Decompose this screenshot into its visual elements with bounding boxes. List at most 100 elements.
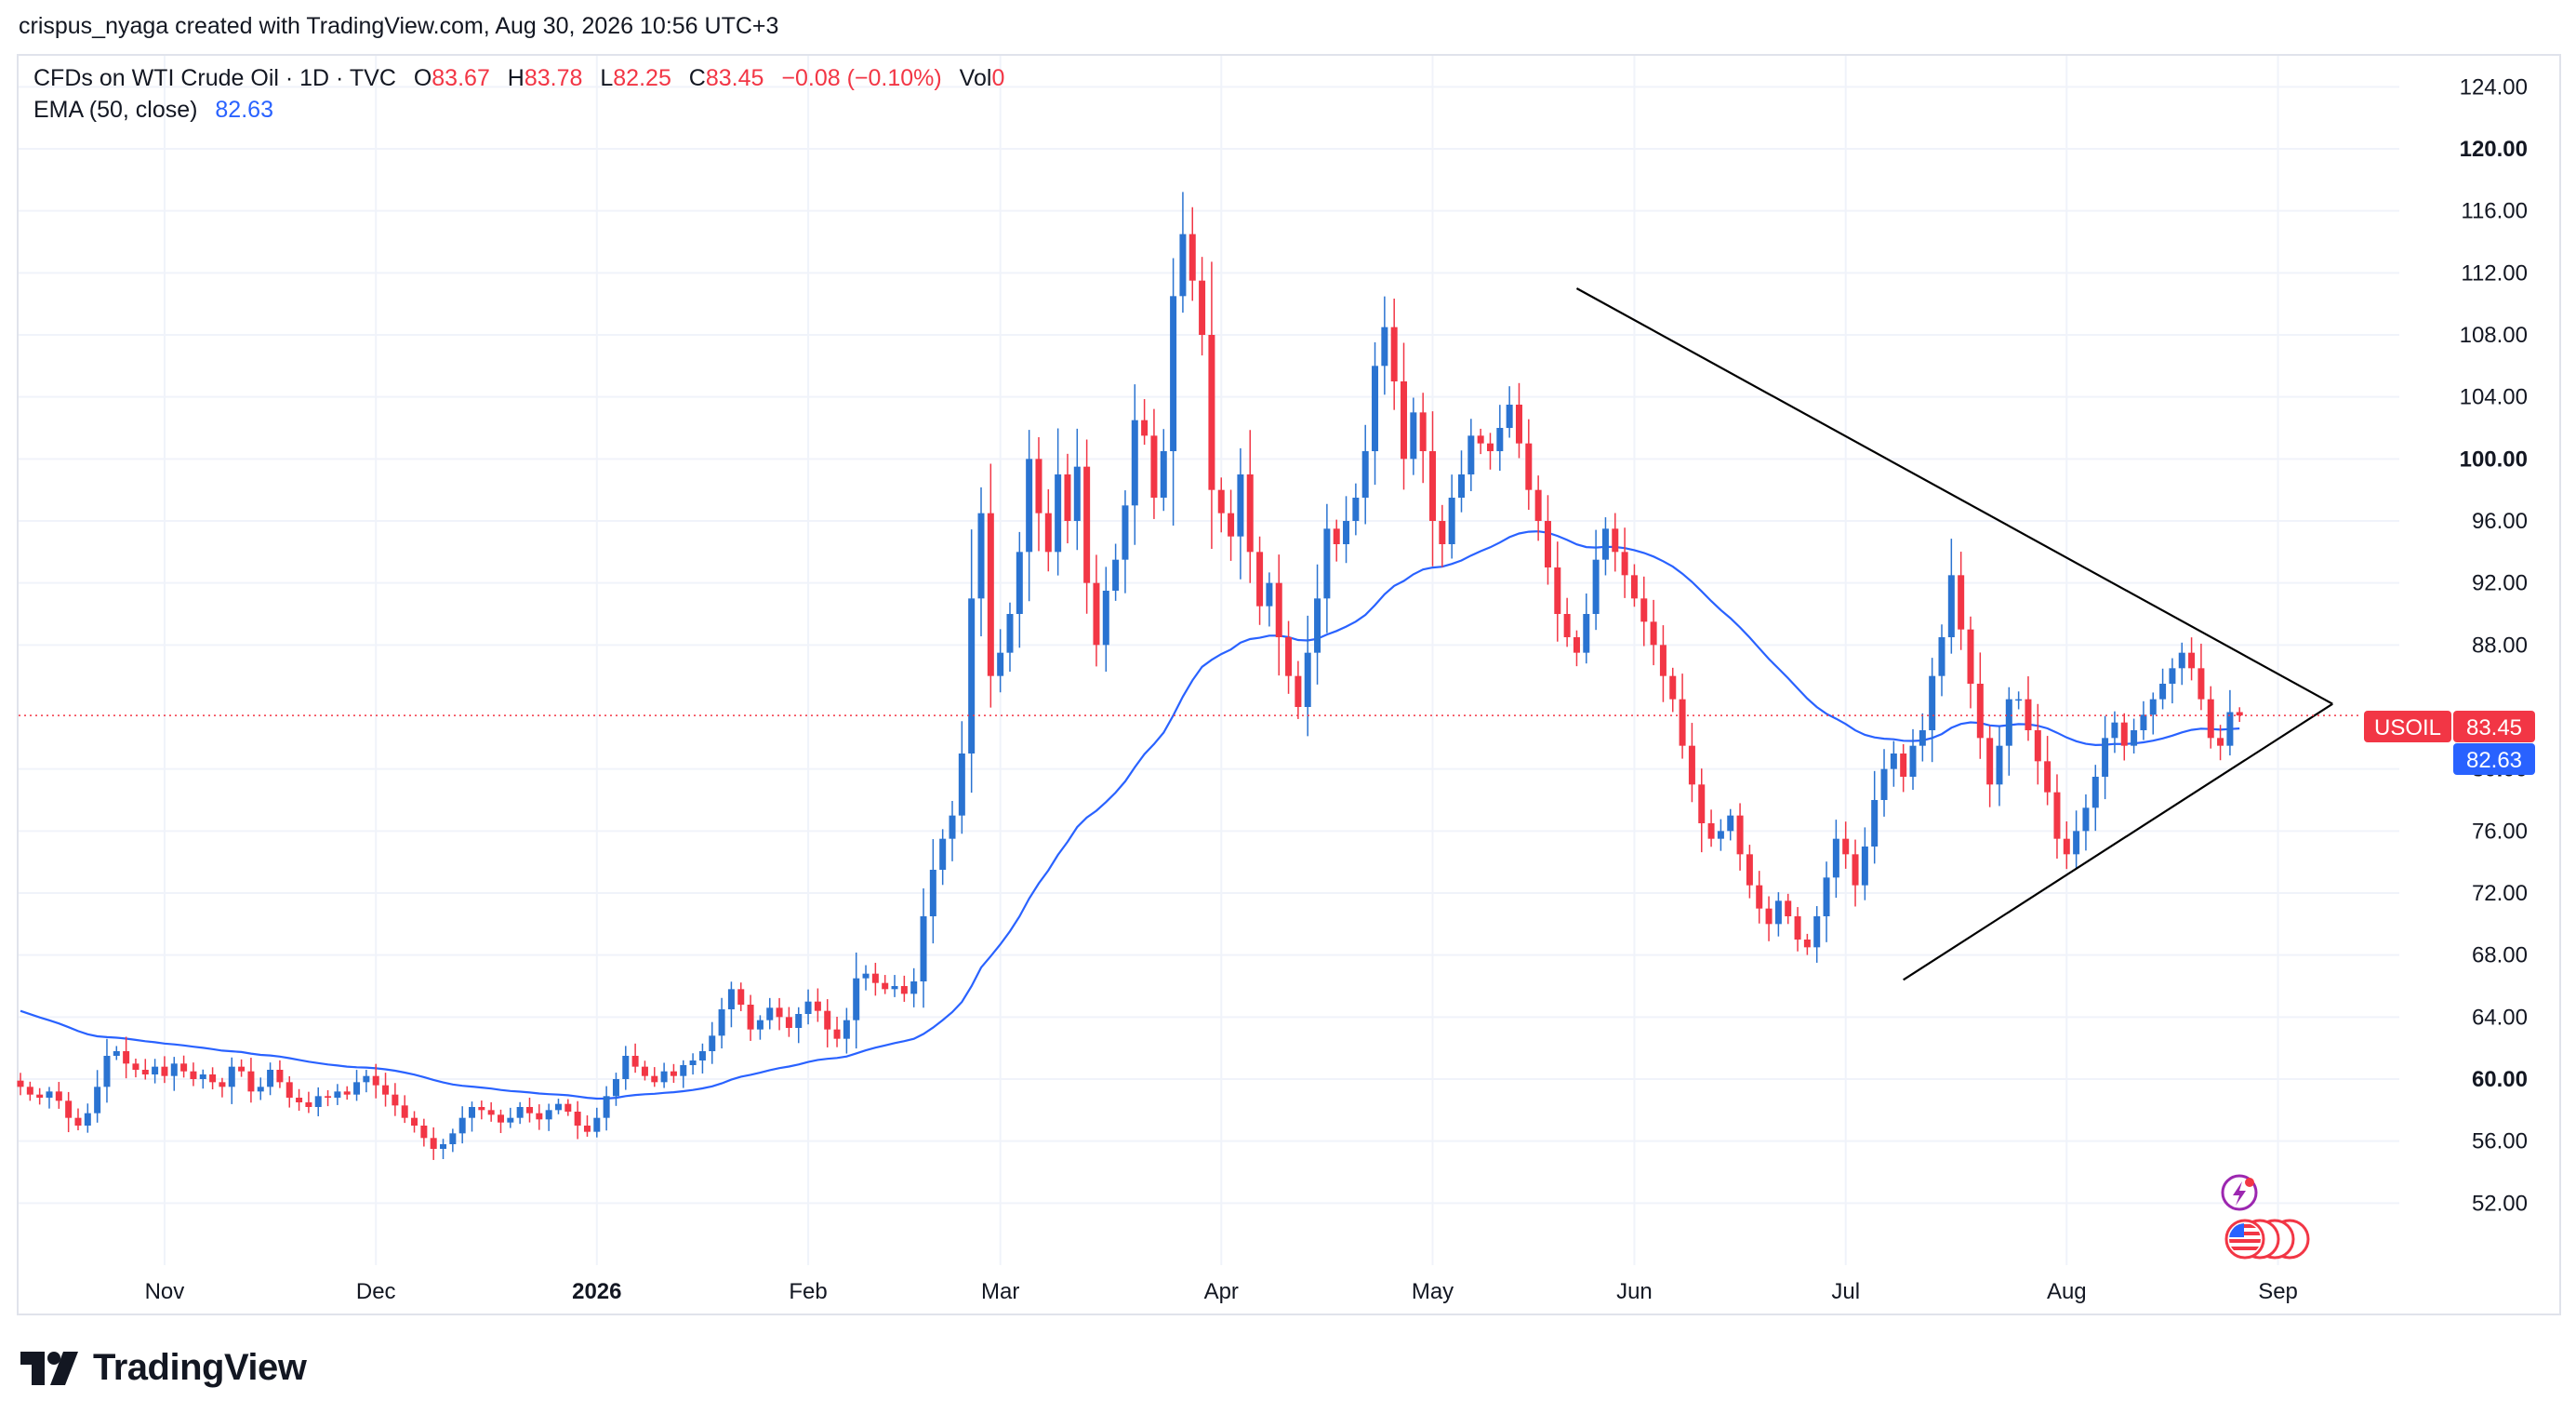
candle[interactable] <box>141 1059 149 1080</box>
candle[interactable] <box>1554 541 1561 642</box>
candle[interactable] <box>74 1108 82 1131</box>
candle[interactable] <box>1756 871 1763 924</box>
candle[interactable] <box>1688 723 1695 803</box>
candle[interactable] <box>1343 496 1350 564</box>
candle[interactable] <box>1102 567 1109 673</box>
candle[interactable] <box>1381 296 1388 395</box>
candle[interactable] <box>26 1081 33 1101</box>
lower-trendline[interactable] <box>1903 702 2333 981</box>
candle[interactable] <box>161 1056 168 1084</box>
candle[interactable] <box>1929 658 1936 763</box>
candle[interactable] <box>1515 382 1522 459</box>
candle[interactable] <box>900 975 908 1002</box>
candle[interactable] <box>853 952 860 1049</box>
candle[interactable] <box>267 1062 274 1096</box>
candle[interactable] <box>747 994 754 1041</box>
candle[interactable] <box>2226 689 2234 756</box>
candle[interactable] <box>1976 652 1984 759</box>
candle[interactable] <box>997 629 1004 693</box>
candle[interactable] <box>382 1073 390 1107</box>
candle[interactable] <box>1736 803 1744 871</box>
candle[interactable] <box>170 1057 178 1091</box>
candle[interactable] <box>1525 419 1533 511</box>
candle[interactable] <box>2005 687 2012 776</box>
candle[interactable] <box>1228 489 1235 561</box>
candle[interactable] <box>1506 386 1513 438</box>
candle[interactable] <box>103 1038 111 1103</box>
candle[interactable] <box>536 1104 543 1130</box>
candle[interactable] <box>314 1087 322 1116</box>
candle[interactable] <box>1016 531 1023 648</box>
candle[interactable] <box>2178 642 2185 686</box>
candle[interactable] <box>910 967 918 1007</box>
candle[interactable] <box>1813 906 1821 963</box>
candle[interactable] <box>631 1043 639 1074</box>
candle[interactable] <box>1832 820 1839 899</box>
candle[interactable] <box>1727 808 1734 841</box>
candle[interactable] <box>1785 893 1792 925</box>
candle[interactable] <box>2207 686 2214 749</box>
candle[interactable] <box>1919 713 1926 762</box>
candle[interactable] <box>1439 504 1446 567</box>
candle[interactable] <box>1429 411 1437 567</box>
us-flag-icon[interactable] <box>2224 1219 2310 1260</box>
candle[interactable] <box>420 1118 428 1147</box>
candle[interactable] <box>2034 703 2041 785</box>
candle[interactable] <box>1333 519 1340 562</box>
candle[interactable] <box>2120 713 2128 761</box>
candle[interactable] <box>583 1115 591 1137</box>
candle[interactable] <box>516 1101 524 1125</box>
candle[interactable] <box>977 487 985 637</box>
candle[interactable] <box>920 888 927 1008</box>
candle[interactable] <box>132 1058 139 1078</box>
candle[interactable] <box>199 1069 206 1089</box>
candle[interactable] <box>1361 424 1369 525</box>
candle[interactable] <box>1448 474 1455 559</box>
candle[interactable] <box>1314 564 1321 685</box>
candle[interactable] <box>698 1043 706 1074</box>
candle[interactable] <box>1352 483 1360 536</box>
candle[interactable] <box>1199 257 1206 356</box>
candle[interactable] <box>1217 477 1225 533</box>
candle[interactable] <box>1141 399 1149 446</box>
candle[interactable] <box>228 1057 235 1104</box>
candle[interactable] <box>1026 430 1033 602</box>
candle[interactable] <box>1986 726 1994 807</box>
candle[interactable] <box>862 965 870 991</box>
candle[interactable] <box>525 1097 533 1123</box>
candle[interactable] <box>1707 809 1715 847</box>
candle[interactable] <box>84 1103 91 1133</box>
candle[interactable] <box>1150 408 1158 519</box>
candle[interactable] <box>1573 630 1580 667</box>
candle[interactable] <box>1496 405 1504 472</box>
candle[interactable] <box>276 1060 284 1088</box>
candle[interactable] <box>430 1127 437 1160</box>
candle[interactable] <box>1938 624 1945 697</box>
candle[interactable] <box>2073 810 2080 869</box>
candle[interactable] <box>190 1062 197 1087</box>
candle[interactable] <box>1996 726 2003 807</box>
candle[interactable] <box>296 1088 303 1111</box>
candle[interactable] <box>1122 490 1129 593</box>
candle[interactable] <box>1947 539 1955 654</box>
candle[interactable] <box>1410 397 1417 475</box>
candle[interactable] <box>670 1063 677 1084</box>
candle[interactable] <box>363 1070 370 1093</box>
candle[interactable] <box>824 999 831 1047</box>
candle[interactable] <box>1246 430 1254 583</box>
candle[interactable] <box>65 1091 73 1133</box>
candle[interactable] <box>968 529 976 794</box>
candle[interactable] <box>785 1007 792 1037</box>
ema-line[interactable] <box>20 530 2240 1100</box>
candle[interactable] <box>958 721 965 834</box>
candle[interactable] <box>1659 625 1666 702</box>
candle[interactable] <box>718 997 725 1049</box>
candle[interactable] <box>1064 453 1071 544</box>
candle[interactable] <box>343 1086 351 1100</box>
candle[interactable] <box>2063 820 2070 870</box>
candle[interactable] <box>1275 554 1282 676</box>
candle[interactable] <box>1467 419 1475 491</box>
candle[interactable] <box>2159 668 2167 710</box>
candle[interactable] <box>1746 845 1753 899</box>
candle[interactable] <box>776 997 783 1031</box>
